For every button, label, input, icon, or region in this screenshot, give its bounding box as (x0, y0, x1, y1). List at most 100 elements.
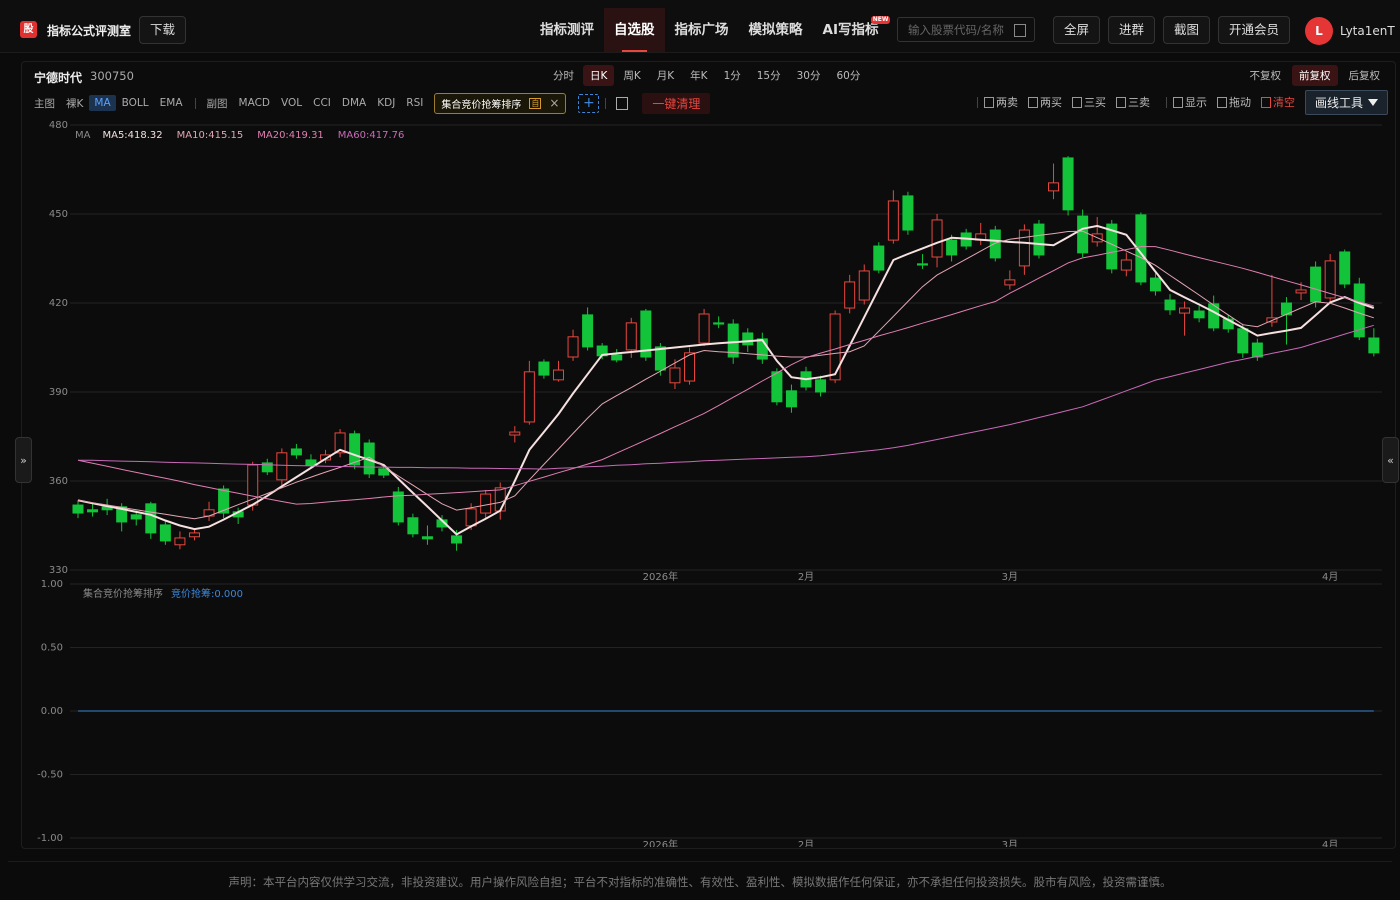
sub-indicator[interactable]: CCI (313, 97, 331, 109)
candle-body (771, 371, 783, 403)
adjust-tab[interactable]: 后复权 (1348, 70, 1381, 82)
period-tab[interactable]: 分时 (553, 70, 574, 82)
candle-body (1120, 259, 1132, 271)
candle-body (1295, 289, 1307, 294)
nav-item[interactable]: AI写指标 NEW (822, 16, 891, 38)
candle-body (756, 338, 768, 360)
x-tick-label: 2月 (798, 839, 814, 851)
candle-body (829, 313, 841, 381)
candle-body (1208, 303, 1220, 329)
toggle[interactable]: 三卖 (1115, 94, 1150, 110)
period-tab[interactable]: 年K (690, 70, 708, 82)
period-tab[interactable]: 30分 (796, 70, 821, 82)
candle-body (640, 310, 652, 358)
toggle-label: 显示 (1184, 96, 1207, 109)
period-tab[interactable]: 1分 (723, 70, 741, 82)
candle-body (290, 448, 302, 456)
candle-body (567, 336, 579, 358)
period-tab[interactable]: 60分 (836, 70, 861, 82)
add-button[interactable]: + (578, 93, 600, 113)
main-indicator[interactable]: 裸K (66, 97, 84, 110)
candle-body (349, 433, 361, 466)
checkbox-icon (1071, 96, 1082, 108)
indicator-tag[interactable]: 集合竞价抢筹排序自 × (434, 92, 567, 114)
separator (605, 97, 607, 109)
checkbox-icon (1027, 96, 1038, 108)
tag-close[interactable]: × (549, 96, 560, 110)
sub-indicator[interactable]: RSI (406, 97, 424, 109)
period-tab[interactable]: 周K (623, 70, 641, 82)
header-button[interactable]: 截图 (1163, 16, 1211, 44)
candle-body (261, 462, 273, 473)
drawing-toolbar: 两卖 两买 三买 三卖 显示 拖动 清空 画线工具 (971, 89, 1388, 115)
y-tick-label: 360 (49, 476, 68, 487)
legend-entry: MA5:418.32 (102, 130, 162, 141)
candle-body (873, 245, 885, 271)
checkbox-icon (1172, 96, 1183, 108)
candle-body (844, 281, 856, 309)
candle-body (480, 493, 492, 514)
username[interactable]: Lyta1enT (1340, 24, 1395, 38)
expand-handle[interactable]: » (15, 437, 32, 483)
legend-entry: MA10:415.15 (177, 130, 244, 141)
adjust-tab[interactable]: 前复权 (1292, 65, 1338, 86)
y-tick-label: 0.50 (41, 643, 63, 654)
header-button[interactable]: 全屏 (1053, 16, 1101, 44)
toggle[interactable]: 两卖 (983, 94, 1018, 110)
y-tick-label: 330 (49, 565, 68, 576)
nav-item[interactable]: 指标广场 (674, 22, 729, 38)
new-badge: NEW (870, 16, 891, 24)
toggle-label: 清空 (1272, 96, 1295, 109)
tag-icon[interactable]: 自 (529, 97, 542, 109)
candle-body (145, 503, 157, 534)
candle-body (552, 369, 564, 381)
candle-body (87, 509, 99, 513)
toggle-label: 两卖 (995, 96, 1018, 109)
sub-indicator[interactable]: MACD (238, 97, 270, 109)
candle-body (785, 390, 797, 408)
main-indicator[interactable]: EMA (159, 97, 183, 109)
period-tab[interactable]: 月K (656, 70, 675, 82)
draw-tool-button[interactable]: 画线工具 (1304, 89, 1388, 115)
nav-item[interactable]: 模拟策略 (748, 22, 803, 38)
candle-body (538, 361, 550, 376)
candle-body (72, 504, 84, 514)
search-box[interactable]: 输入股票代码/名称 (897, 17, 1035, 42)
candle-body (305, 459, 317, 466)
sub-indicator[interactable]: DMA (341, 97, 367, 109)
toggle[interactable]: 三买 (1071, 94, 1106, 110)
clear-button[interactable]: 一键清理 (642, 92, 711, 114)
candle-body (858, 270, 870, 301)
candle-body (1004, 279, 1016, 286)
legend-entry: MA60:417.76 (338, 130, 405, 141)
candle-body (742, 332, 754, 346)
nav-item[interactable]: 指标测评 (540, 22, 594, 38)
avatar[interactable]: L (1305, 17, 1333, 45)
nav: 指标测评 自选股 指标广场 模拟策略 AI写指标 NEW (530, 8, 891, 52)
adjust-tab[interactable]: 不复权 (1249, 70, 1282, 82)
candle-body (713, 322, 725, 325)
nav-item[interactable]: 自选股 (604, 8, 665, 52)
toggle[interactable]: 清空 (1260, 94, 1295, 110)
clear-icon[interactable] (616, 96, 629, 110)
adjust-tabs: 不复权 前复权 后复权 (1243, 65, 1388, 86)
download-button[interactable]: 下载 (139, 16, 187, 44)
candle-body (1179, 307, 1191, 314)
toggle[interactable]: 显示 (1172, 94, 1207, 110)
header-button[interactable]: 进群 (1108, 16, 1156, 44)
y-tick-label: 390 (49, 387, 68, 398)
toggle-label: 拖动 (1228, 96, 1251, 109)
toggle[interactable]: 两买 (1027, 94, 1062, 110)
sub-indicator[interactable]: VOL (281, 97, 303, 109)
header-button[interactable]: 开通会员 (1218, 16, 1291, 44)
toggle[interactable]: 拖动 (1216, 94, 1251, 110)
period-tab[interactable]: 15分 (756, 70, 781, 82)
legend-title: MA (75, 130, 91, 141)
period-tab[interactable]: 日K (583, 65, 615, 86)
main-indicator[interactable]: BOLL (121, 97, 149, 109)
main-indicator[interactable]: MA (89, 95, 116, 111)
collapse-handle[interactable]: « (1382, 437, 1399, 483)
sub-indicator[interactable]: KDJ (377, 97, 396, 109)
ma-line (77, 230, 1374, 520)
